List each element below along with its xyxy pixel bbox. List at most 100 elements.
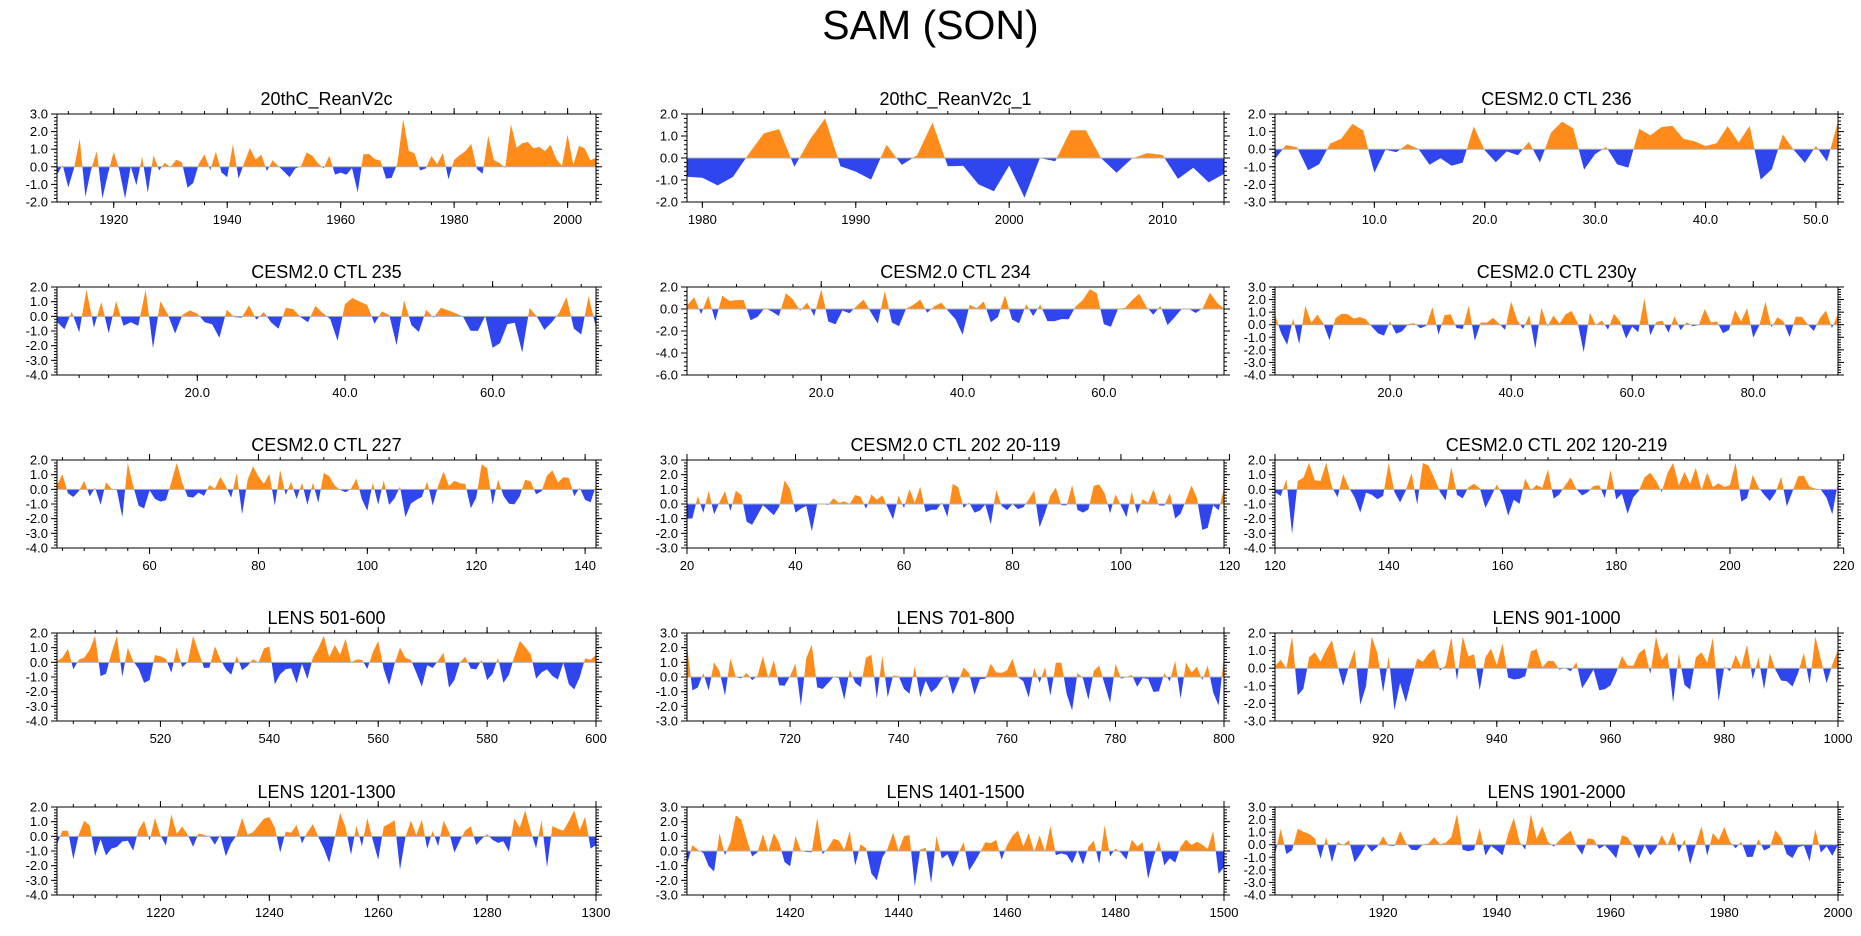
xtick-label: 2000 — [553, 212, 582, 227]
xtick-label: 60 — [897, 558, 911, 573]
xtick-label: 560 — [367, 731, 389, 746]
panel-title: LENS 701-800 — [896, 608, 1014, 628]
ytick-label: 1.0 — [30, 294, 48, 309]
axes-frame — [1274, 806, 1839, 896]
ytick-label: 0.0 — [1248, 317, 1266, 332]
panel-9: CESM2.0 CTL 202 120-219 2.01.00.0-1.0-2.0… — [1244, 435, 1855, 573]
ytick-label: -1.0 — [1244, 497, 1266, 512]
ytick-label: -1.0 — [26, 324, 48, 339]
ytick-label: -3.0 — [1244, 355, 1266, 370]
xtick-label: 40.0 — [332, 385, 357, 400]
ytick-label: -2.0 — [656, 324, 678, 339]
ytick-label: 1.0 — [660, 655, 678, 670]
xtick-label: 740 — [888, 731, 910, 746]
axes-frame — [1274, 286, 1839, 376]
xtick-label: 20.0 — [185, 385, 210, 400]
ytick-label: 2.0 — [30, 124, 48, 139]
xtick-label: 720 — [779, 731, 801, 746]
ytick-label: -2.0 — [1244, 511, 1266, 526]
ytick-label: 0.0 — [30, 159, 48, 174]
xtick-label: 1990 — [841, 212, 870, 227]
panel-title: LENS 1201-1300 — [257, 782, 395, 802]
ytick-label: 0.0 — [660, 670, 678, 685]
figure-title: SAM (SON) — [822, 2, 1039, 48]
ytick-label: 0.0 — [30, 482, 48, 497]
ytick-label: -1.0 — [656, 684, 678, 699]
ytick-label: -4.0 — [26, 541, 48, 556]
xtick-label: 2010 — [1148, 212, 1177, 227]
xtick-label: 20 — [680, 558, 694, 573]
ytick-label: -1.0 — [1244, 330, 1266, 345]
panel-12: LENS 901-1000 2.0 1.0 0.0 -1.0 -2.0 -3.0 920 940… — [1244, 608, 1853, 746]
xtick-label: 600 — [585, 731, 607, 746]
ytick-label: 2.0 — [660, 467, 678, 482]
ytick-label: -2.0 — [26, 338, 48, 353]
ytick-label: -1.0 — [1244, 159, 1266, 174]
series-negative-area — [57, 836, 596, 870]
ytick-label: -1.0 — [656, 511, 678, 526]
xtick-label: 1960 — [326, 212, 355, 227]
ytick-label: -2.0 — [26, 511, 48, 526]
ytick-label: 1.0 — [30, 640, 48, 655]
xtick-label: 960 — [1600, 731, 1622, 746]
xtick-label: 1240 — [255, 905, 284, 920]
axes-frame — [56, 632, 597, 722]
ytick-label: -2.0 — [1244, 177, 1266, 192]
ytick-label: -3.0 — [656, 541, 678, 556]
panel-title: CESM2.0 CTL 236 — [1481, 89, 1631, 109]
xtick-label: 1920 — [99, 212, 128, 227]
xtick-label: 200 — [1719, 558, 1741, 573]
ytick-label: -1.0 — [26, 670, 48, 685]
panel-6: CESM2.0 CTL 230y 3.02.01.00.0-1.0-2.0-3.0… — [1244, 262, 1844, 400]
xtick-label: 80 — [251, 558, 265, 573]
series-positive-area — [60, 810, 589, 837]
series-negative-area — [687, 851, 1224, 887]
xtick-label: 40.0 — [1498, 385, 1523, 400]
ytick-label: 2.0 — [1248, 453, 1266, 468]
xtick-label: 120 — [465, 558, 487, 573]
xtick-label: 980 — [1713, 731, 1735, 746]
ytick-label: -1.0 — [656, 173, 678, 188]
ytick-label: 2.0 — [1248, 626, 1266, 641]
ytick-label: -3.0 — [1244, 526, 1266, 541]
xtick-label: 40 — [788, 558, 802, 573]
ytick-label: -2.0 — [656, 873, 678, 888]
ytick-label: -2.0 — [26, 684, 48, 699]
ytick-label: 2.0 — [1248, 292, 1266, 307]
series-positive-area — [690, 815, 1216, 851]
series-negative-area — [66, 489, 595, 518]
series-positive-area — [1283, 462, 1838, 490]
ytick-label: 0.0 — [1248, 482, 1266, 497]
xtick-label: 1420 — [776, 905, 805, 920]
series-negative-area — [687, 504, 1221, 532]
xtick-label: 20.0 — [809, 385, 834, 400]
ytick-label: -4.0 — [26, 368, 48, 383]
panel-title: CESM2.0 CTL 202 20-119 — [850, 435, 1060, 455]
panel-8: CESM2.0 CTL 202 20-119 3.02.01.00.0-1.0-2… — [656, 435, 1241, 573]
ytick-label: -2.0 — [26, 858, 48, 873]
xtick-label: 40.0 — [950, 385, 975, 400]
ytick-label: 2.0 — [660, 814, 678, 829]
ytick-label: 2.0 — [1248, 107, 1266, 122]
series-positive-area — [687, 644, 1224, 677]
series-negative-area — [690, 677, 1222, 711]
xtick-label: 800 — [1213, 731, 1235, 746]
xtick-label: 140 — [1378, 558, 1400, 573]
axes-frame — [56, 113, 597, 203]
xtick-label: 520 — [150, 731, 172, 746]
ytick-label: 0.0 — [660, 151, 678, 166]
xtick-label: 760 — [996, 731, 1018, 746]
ytick-label: -3.0 — [26, 699, 48, 714]
panel-15: LENS 1901-2000 3.02.01.00.0-1.0-2.0-3.0-4… — [1244, 782, 1853, 920]
ytick-label: -2.0 — [26, 195, 48, 210]
xtick-label: 2000 — [995, 212, 1024, 227]
series-negative-area — [687, 158, 1224, 198]
xtick-label: 1280 — [473, 905, 502, 920]
ytick-label: -4.0 — [1244, 888, 1266, 903]
ytick-label: -3.0 — [656, 714, 678, 729]
ytick-label: -3.0 — [26, 526, 48, 541]
ytick-label: 1.0 — [1248, 124, 1266, 139]
xtick-label: 60.0 — [480, 385, 505, 400]
ytick-label: 0.0 — [30, 829, 48, 844]
series-positive-area — [745, 118, 1165, 158]
